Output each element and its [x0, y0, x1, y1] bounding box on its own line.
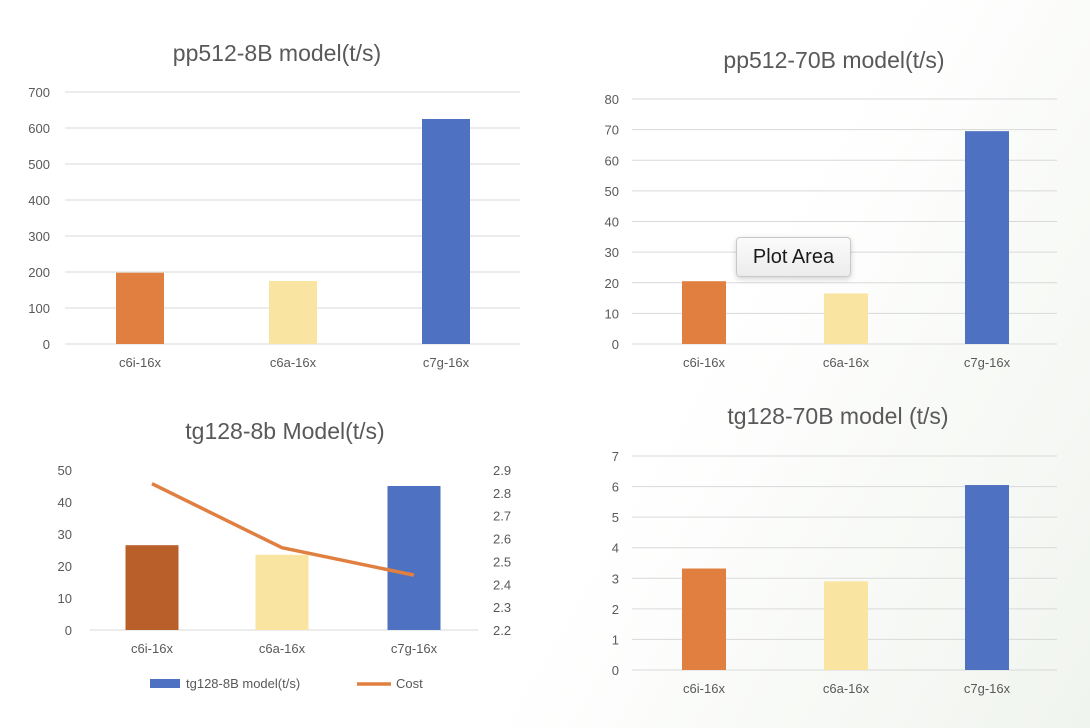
x-tick-label: c6a-16x [823, 681, 870, 696]
y-tick-label: 20 [605, 276, 619, 291]
y-tick-label: 400 [28, 193, 50, 208]
x-tick-label: c6a-16x [270, 355, 317, 370]
x-tick-label: c6a-16x [823, 355, 870, 370]
plot-area-tooltip: Plot Area [736, 237, 851, 277]
bar-c6i-16x [682, 281, 726, 344]
y2-tick-label: 2.8 [493, 486, 511, 501]
bar-c7g-16x [422, 119, 470, 344]
y-tick-label: 1 [612, 632, 619, 647]
legend-label-line: Cost [396, 676, 423, 691]
legend: tg128-8B model(t/s) Cost [150, 676, 423, 691]
y-tick-label: 2 [612, 602, 619, 617]
y-tick-label: 10 [605, 306, 619, 321]
y-tick-label: 50 [58, 463, 72, 478]
y-tick-label: 70 [605, 123, 619, 138]
bar-c6i-16x [116, 272, 164, 344]
y-tick-label: 200 [28, 265, 50, 280]
y2-tick-label: 2.9 [493, 463, 511, 478]
bar-c6a-16x [824, 581, 868, 670]
y-tick-label: 80 [605, 92, 619, 107]
y2-tick-label: 2.6 [493, 532, 511, 547]
x-tick-label: c6i-16x [683, 355, 725, 370]
x-tick-label: c6i-16x [119, 355, 161, 370]
x-tick-label: c7g-16x [391, 641, 438, 656]
y-tick-label: 0 [65, 623, 72, 638]
x-tick-label: c6a-16x [259, 641, 306, 656]
y-tick-label: 0 [43, 337, 50, 352]
chart-3: tg128-8b Model(t/s) 0 10 20 30 40 50 c6i-16x c6a… [58, 418, 512, 691]
chart-4: tg128-70B model (t/s) 0 1 2 3 4 5 6 7 c6i-16x c6a-… [612, 403, 1057, 696]
y-tick-label: 600 [28, 121, 50, 136]
y-tick-label: 50 [605, 184, 619, 199]
bar-c7g-16x [965, 485, 1009, 670]
y-tick-label: 30 [605, 245, 619, 260]
chart-title: pp512-70B model(t/s) [723, 47, 944, 73]
y-tick-label: 40 [58, 495, 72, 510]
x-tick-label: c6i-16x [683, 681, 725, 696]
bar-c6i-16x [682, 568, 726, 670]
y2-tick-label: 2.2 [493, 623, 511, 638]
legend-label-bar: tg128-8B model(t/s) [186, 676, 300, 691]
y-tick-label: 3 [612, 571, 619, 586]
y-tick-label: 700 [28, 85, 50, 100]
bar-c6a-16x [824, 293, 868, 344]
y-tick-label: 30 [58, 527, 72, 542]
chart-2: pp512-70B model(t/s) 0 10 20 30 40 50 60 70 80 c6i… [605, 47, 1057, 370]
y2-tick-label: 2.3 [493, 600, 511, 615]
y-tick-label: 20 [58, 559, 72, 574]
y-tick-label: 40 [605, 215, 619, 230]
y-tick-label: 7 [612, 449, 619, 464]
y-tick-label: 4 [612, 541, 619, 556]
y2-tick-label: 2.7 [493, 509, 511, 524]
chart-title: tg128-70B model (t/s) [727, 403, 948, 429]
legend-swatch-bar [150, 679, 180, 688]
y-tick-label: 0 [612, 337, 619, 352]
y-tick-label: 10 [58, 591, 72, 606]
y-tick-label: 0 [612, 663, 619, 678]
y2-tick-label: 2.4 [493, 577, 511, 592]
y-tick-label: 100 [28, 301, 50, 316]
x-tick-label: c7g-16x [964, 681, 1011, 696]
bar-c6a-16x [269, 281, 317, 344]
x-tick-label: c7g-16x [423, 355, 470, 370]
y-tick-label: 60 [605, 153, 619, 168]
bar-c6i-16x [125, 545, 179, 630]
chart-title: tg128-8b Model(t/s) [185, 418, 384, 444]
y-tick-label: 300 [28, 229, 50, 244]
line-cost [151, 482, 415, 577]
y-tick-label: 6 [612, 480, 619, 495]
bar-c7g-16x [965, 131, 1009, 344]
y2-tick-label: 2.5 [493, 554, 511, 569]
x-tick-label: c7g-16x [964, 355, 1011, 370]
bar-c7g-16x [387, 486, 441, 630]
chart-title: pp512-8B model(t/s) [173, 40, 381, 66]
chart-1: pp512-8B model(t/s) 0 100 200 300 400 500 600 70… [28, 40, 520, 370]
bar-c6a-16x [255, 554, 309, 630]
y-tick-label: 5 [612, 510, 619, 525]
x-tick-label: c6i-16x [131, 641, 173, 656]
y-tick-label: 500 [28, 157, 50, 172]
